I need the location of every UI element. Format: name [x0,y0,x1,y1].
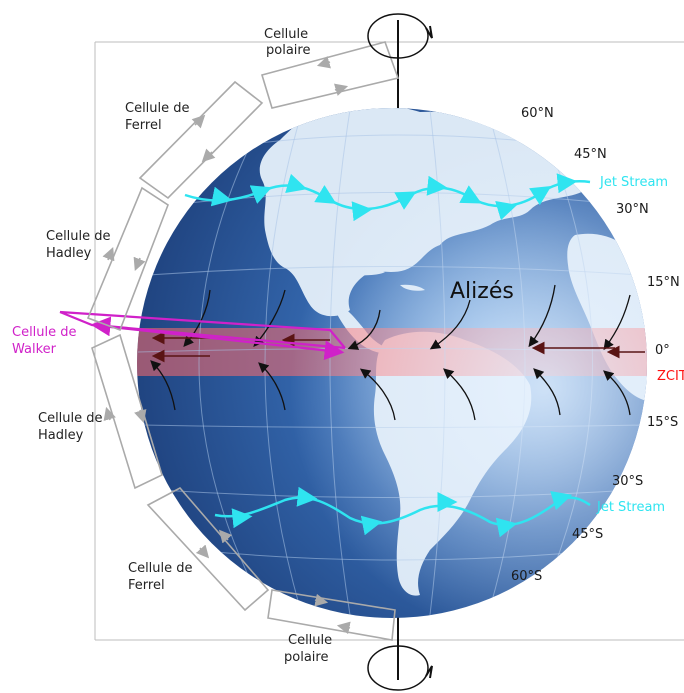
label-walker-2: Walker [12,342,57,357]
trade-wind-arrows [150,284,631,421]
lat-45s: 45°S [572,527,603,542]
lat-60n: 60°N [521,106,554,121]
lat-60s: 60°S [511,569,542,584]
hadley-cell-south [91,333,163,490]
label-polar-bottom-2: polaire [284,650,328,665]
label-polar-top-1: Cellule [264,27,308,42]
label-polar-bottom-1: Cellule [288,633,332,648]
ferrel-cell-north [138,80,264,200]
label-alizes: Alizés [450,279,514,304]
circulation-cells [86,41,400,641]
label-hadley-south-2: Hadley [38,428,84,443]
rotation-arrow-bottom-icon [367,645,433,691]
label-jet-stream-south: Jet Stream [596,500,665,515]
rotation-arrow-top-icon [367,13,433,59]
label-ferrel-top-1: Cellule de [125,101,190,116]
label-zcit: ZCIT [657,369,684,384]
label-hadley-north-2: Hadley [46,246,92,261]
jet-stream-south [214,486,591,538]
ferrel-cell-south [146,486,270,612]
label-ferrel-bottom-1: Cellule de [128,561,193,576]
lat-15n: 15°N [647,275,680,290]
label-jet-stream-north: Jet Stream [599,175,668,190]
lat-30n: 30°N [616,202,649,217]
polar-cell-south [267,589,396,641]
jet-stream-north [184,173,591,222]
label-ferrel-top-2: Ferrel [125,118,162,133]
label-hadley-south-1: Cellule de [38,411,103,426]
lat-30s: 30°S [612,474,643,489]
hadley-cell-north [86,186,169,332]
lat-15s: 15°S [647,415,678,430]
lat-0: 0° [655,343,670,358]
label-walker-1: Cellule de [12,325,77,340]
label-hadley-north-1: Cellule de [46,229,111,244]
lat-45n: 45°N [574,147,607,162]
equatorial-wind-arrows [151,331,645,363]
polar-cell-north [260,41,400,109]
walker-cell-arrows [59,310,346,361]
label-ferrel-bottom-2: Ferrel [128,578,165,593]
label-polar-top-2: polaire [266,43,310,58]
globe [137,108,647,618]
